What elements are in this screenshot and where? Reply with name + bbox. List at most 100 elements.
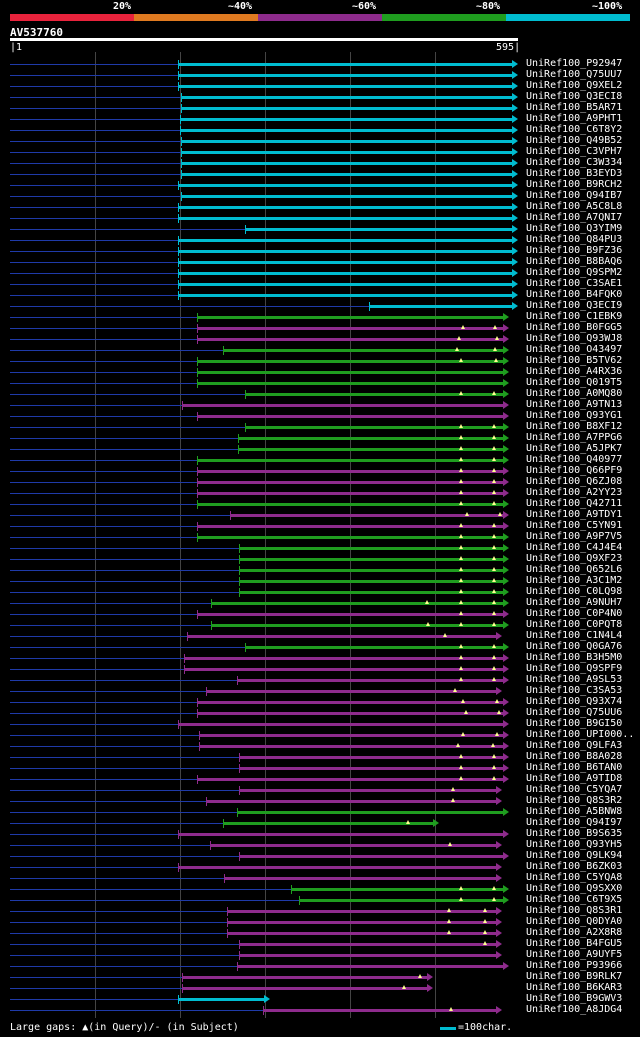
subject-alignment-bar[interactable] (197, 338, 503, 341)
hit-label-link[interactable]: UniRef100_C0PQT8 (526, 619, 623, 630)
hit-row[interactable]: UniRef100_Q66PF9 (0, 465, 640, 477)
hit-row[interactable]: UniRef100_A0MQ80 (0, 388, 640, 400)
hit-row[interactable]: UniRef100_A2X8R8 (0, 927, 640, 939)
hit-row[interactable]: UniRef100_B5AR71 (0, 102, 640, 114)
hit-row[interactable]: UniRef100_Q94I97 (0, 817, 640, 829)
hit-row[interactable]: UniRef100_Q93YG1 (0, 410, 640, 422)
subject-alignment-bar[interactable] (178, 217, 512, 220)
hit-row[interactable]: UniRef100_B3H5M0 (0, 652, 640, 664)
subject-alignment-bar[interactable] (239, 789, 496, 792)
hit-row[interactable]: UniRef100_O43497 (0, 344, 640, 356)
hit-row[interactable]: UniRef100_Q9XF23 (0, 553, 640, 565)
hit-label-link[interactable]: UniRef100_C6T9X5 (526, 894, 623, 905)
hit-row[interactable]: UniRef100_A7QNI7 (0, 212, 640, 224)
hit-label-link[interactable]: UniRef100_B3H5M0 (526, 652, 623, 663)
hit-row[interactable]: UniRef100_A9SL53 (0, 674, 640, 686)
subject-alignment-bar[interactable] (227, 910, 496, 913)
hit-label-link[interactable]: UniRef100_B5AR71 (526, 102, 623, 113)
hit-label-link[interactable]: UniRef100_P93966 (526, 960, 623, 971)
hit-row[interactable]: UniRef100_P93966 (0, 960, 640, 972)
hit-label-link[interactable]: UniRef100_C5YQA8 (526, 872, 623, 883)
hit-row[interactable]: UniRef100_Q93YH5 (0, 839, 640, 851)
subject-alignment-bar[interactable] (178, 866, 496, 869)
subject-alignment-bar[interactable] (239, 558, 503, 561)
hit-row[interactable]: UniRef100_C3SAE1 (0, 278, 640, 290)
hit-row[interactable]: UniRef100_Q9SPF9 (0, 663, 640, 675)
hit-row[interactable]: UniRef100_B6TAN0 (0, 762, 640, 774)
hit-label-link[interactable]: UniRef100_Q6ZJ08 (526, 476, 623, 487)
hit-label-link[interactable]: UniRef100_A9TN13 (526, 399, 623, 410)
subject-alignment-bar[interactable] (299, 899, 503, 902)
hit-row[interactable]: UniRef100_C3W334 (0, 157, 640, 169)
subject-alignment-bar[interactable] (239, 954, 496, 957)
hit-label-link[interactable]: UniRef100_B6TAN0 (526, 762, 623, 773)
subject-alignment-bar[interactable] (199, 734, 503, 737)
hit-label-link[interactable]: UniRef100_B8A028 (526, 751, 623, 762)
subject-alignment-bar[interactable] (181, 151, 512, 154)
hit-row[interactable]: UniRef100_C3VPH7 (0, 146, 640, 158)
subject-alignment-bar[interactable] (239, 767, 503, 770)
hit-row[interactable]: UniRef100_A9P7V5 (0, 531, 640, 543)
hit-label-link[interactable]: UniRef100_Q9XEL2 (526, 80, 623, 91)
subject-alignment-bar[interactable] (197, 613, 503, 616)
subject-alignment-bar[interactable] (178, 250, 512, 253)
subject-alignment-bar[interactable] (197, 371, 503, 374)
hit-row[interactable]: UniRef100_C1N4L4 (0, 630, 640, 642)
hit-label-link[interactable]: UniRef100_C1EBK9 (526, 311, 623, 322)
subject-alignment-bar[interactable] (224, 877, 496, 880)
subject-alignment-bar[interactable] (223, 349, 503, 352)
hit-row[interactable]: UniRef100_Q8S3R2 (0, 795, 640, 807)
hit-row[interactable]: UniRef100_C0P4N0 (0, 608, 640, 620)
hit-row[interactable]: UniRef100_Q9SXX0 (0, 883, 640, 895)
hit-row[interactable]: UniRef100_Q49B52 (0, 135, 640, 147)
hit-row[interactable]: UniRef100_Q9XEL2 (0, 80, 640, 92)
hit-row[interactable]: UniRef100_Q3ECI9 (0, 300, 640, 312)
subject-alignment-bar[interactable] (184, 668, 503, 671)
hit-row[interactable]: UniRef100_Q3YIM9 (0, 223, 640, 235)
hit-label-link[interactable]: UniRef100_B9S635 (526, 828, 623, 839)
hit-label-link[interactable]: UniRef100_Q93X74 (526, 696, 623, 707)
hit-label-link[interactable]: UniRef100_Q49B52 (526, 135, 623, 146)
subject-alignment-bar[interactable] (181, 162, 512, 165)
subject-alignment-bar[interactable] (239, 569, 503, 572)
subject-alignment-bar[interactable] (178, 833, 503, 836)
hit-row[interactable]: UniRef100_C3SA53 (0, 685, 640, 697)
hit-row[interactable]: UniRef100_A2YY23 (0, 487, 640, 499)
subject-alignment-bar[interactable] (178, 723, 503, 726)
hit-label-link[interactable]: UniRef100_C0LQ98 (526, 586, 623, 597)
hit-row[interactable]: UniRef100_B9FZ36 (0, 245, 640, 257)
subject-alignment-bar[interactable] (239, 855, 503, 858)
subject-alignment-bar[interactable] (210, 844, 496, 847)
subject-alignment-bar[interactable] (227, 932, 496, 935)
subject-alignment-bar[interactable] (245, 426, 503, 429)
subject-alignment-bar[interactable] (263, 1009, 496, 1012)
subject-alignment-bar[interactable] (197, 360, 503, 363)
subject-alignment-bar[interactable] (239, 756, 503, 759)
hit-label-link[interactable]: UniRef100_Q3YIM9 (526, 223, 623, 234)
hit-row[interactable]: UniRef100_B5TV62 (0, 355, 640, 367)
hit-row[interactable]: UniRef100_C0PQT8 (0, 619, 640, 631)
subject-alignment-bar[interactable] (199, 745, 503, 748)
hit-row[interactable]: UniRef100_Q8S3R1 (0, 905, 640, 917)
subject-alignment-bar[interactable] (178, 283, 512, 286)
hit-row[interactable]: UniRef100_C6T9X5 (0, 894, 640, 906)
hit-label-link[interactable]: UniRef100_B6ZK03 (526, 861, 623, 872)
subject-alignment-bar[interactable] (197, 712, 503, 715)
hit-label-link[interactable]: UniRef100_Q8S3R2 (526, 795, 623, 806)
subject-alignment-bar[interactable] (197, 382, 503, 385)
subject-alignment-bar[interactable] (197, 778, 503, 781)
hit-row[interactable]: UniRef100_Q9SPM2 (0, 267, 640, 279)
hit-row[interactable]: UniRef100_Q9LFA3 (0, 740, 640, 752)
subject-alignment-bar[interactable] (238, 448, 503, 451)
hit-label-link[interactable]: UniRef100_A7QNI7 (526, 212, 623, 223)
hit-label-link[interactable]: UniRef100_C3W334 (526, 157, 623, 168)
hit-label-link[interactable]: UniRef100_Q9XF23 (526, 553, 623, 564)
subject-alignment-bar[interactable] (178, 272, 512, 275)
hit-label-link[interactable]: UniRef100_B4FQK0 (526, 289, 623, 300)
hit-label-link[interactable]: UniRef100_Q9SPF9 (526, 663, 623, 674)
hit-row[interactable]: UniRef100_Q0DYA0 (0, 916, 640, 928)
hit-label-link[interactable]: UniRef100_A5BNW8 (526, 806, 623, 817)
subject-alignment-bar[interactable] (291, 888, 503, 891)
subject-alignment-bar[interactable] (178, 206, 512, 209)
hit-row[interactable]: UniRef100_B4FGU5 (0, 938, 640, 950)
